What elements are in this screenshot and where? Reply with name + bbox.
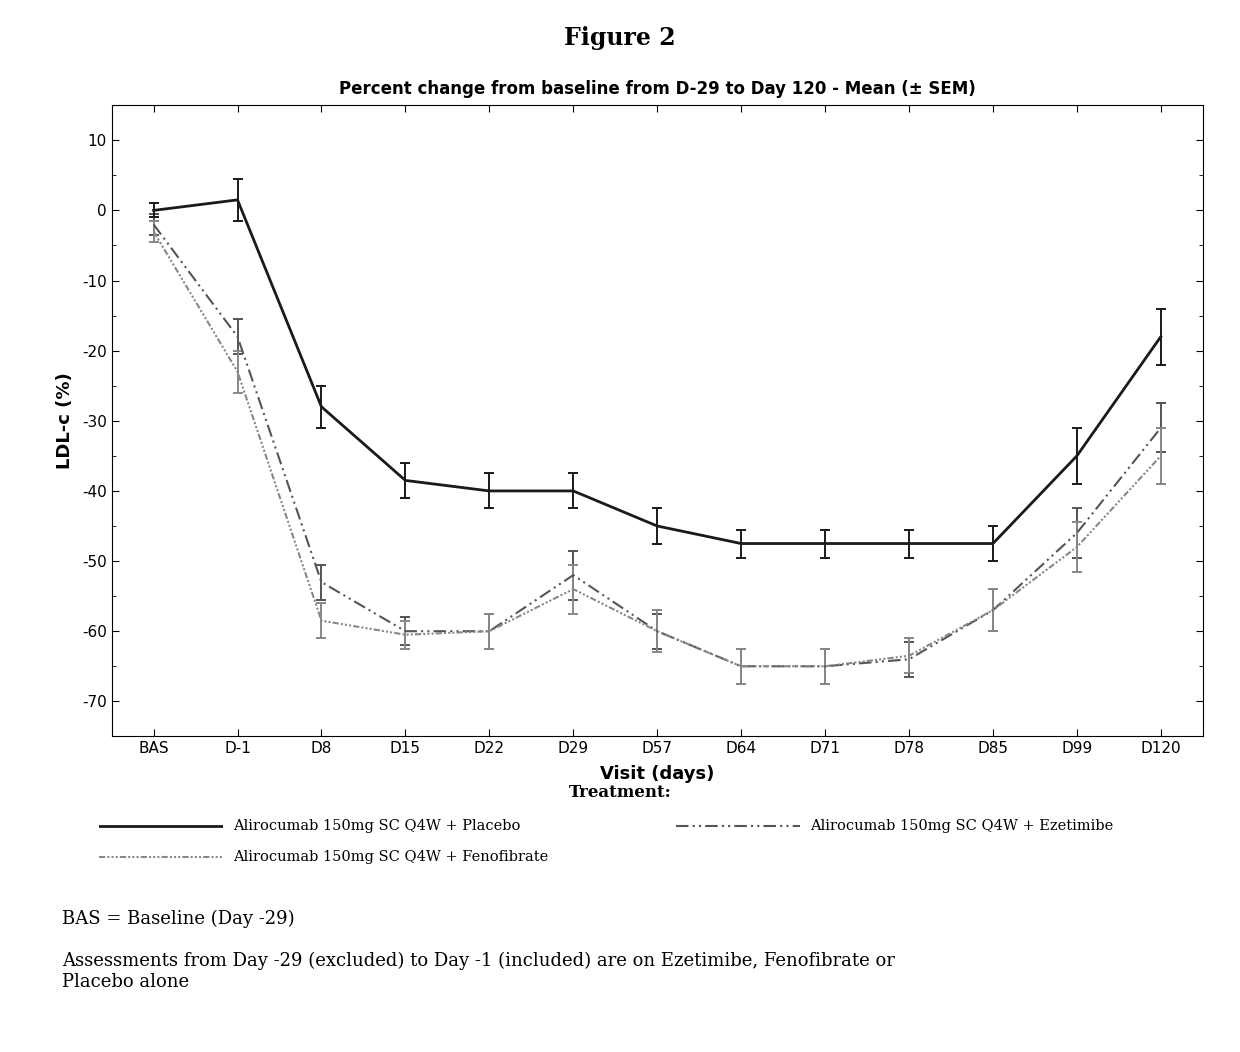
Text: Figure 2: Figure 2 bbox=[564, 26, 676, 50]
Text: Alirocumab 150mg SC Q4W + Fenofibrate: Alirocumab 150mg SC Q4W + Fenofibrate bbox=[233, 850, 548, 865]
Text: Assessments from Day -29 (excluded) to Day -1 (included) are on Ezetimibe, Fenof: Assessments from Day -29 (excluded) to D… bbox=[62, 952, 895, 991]
Text: Alirocumab 150mg SC Q4W + Placebo: Alirocumab 150mg SC Q4W + Placebo bbox=[233, 818, 521, 833]
Text: Treatment:: Treatment: bbox=[569, 784, 671, 801]
Title: Percent change from baseline from D-29 to Day 120 - Mean (± SEM): Percent change from baseline from D-29 t… bbox=[339, 80, 976, 98]
Text: BAS = Baseline (Day -29): BAS = Baseline (Day -29) bbox=[62, 910, 295, 928]
Text: Alirocumab 150mg SC Q4W + Ezetimibe: Alirocumab 150mg SC Q4W + Ezetimibe bbox=[810, 818, 1114, 833]
X-axis label: Visit (days): Visit (days) bbox=[600, 765, 714, 783]
Y-axis label: LDL-c (%): LDL-c (%) bbox=[56, 372, 73, 469]
